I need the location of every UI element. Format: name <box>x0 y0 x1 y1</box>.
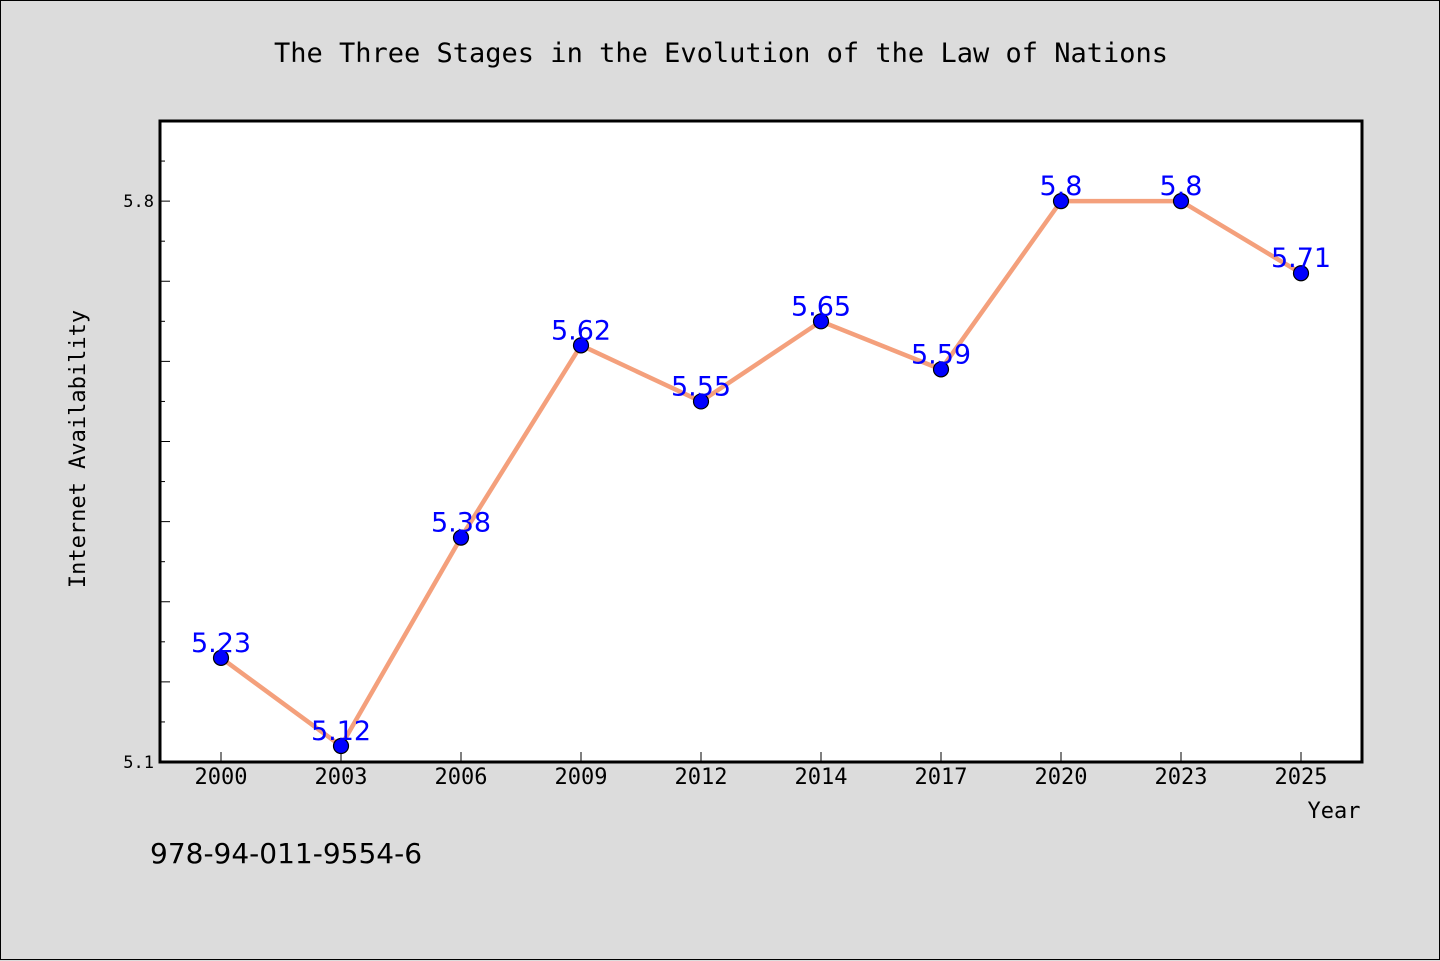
data-label: 5.38 <box>431 508 491 539</box>
data-point <box>1172 193 1190 210</box>
plot-border <box>158 119 1364 764</box>
y-tick-label: 5.1 <box>123 753 154 773</box>
data-label: 5.8 <box>1160 171 1203 202</box>
x-tick-label: 2003 <box>315 765 368 790</box>
x-tick-label: 2009 <box>555 765 608 790</box>
data-label: 5.71 <box>1271 243 1331 274</box>
x-tick-label: 2023 <box>1155 765 1208 790</box>
data-point <box>692 393 710 410</box>
x-tick-label: 2020 <box>1035 765 1088 790</box>
y-axis-label: Internet Availability <box>66 310 91 588</box>
x-tick-label: 2012 <box>675 765 728 790</box>
data-label: 5.23 <box>191 628 251 659</box>
y-axis-tick-labels: 5.1 5.8 <box>123 192 154 773</box>
chart-title: The Three Stages in the Evolution of the… <box>274 38 1168 69</box>
x-axis-ticks <box>220 752 1302 762</box>
x-tick-label: 2017 <box>915 765 968 790</box>
data-point <box>932 361 950 378</box>
data-point <box>572 337 590 354</box>
x-tick-label: 2006 <box>435 765 488 790</box>
data-markers <box>212 193 1310 755</box>
data-label: 5.12 <box>311 716 371 747</box>
data-point <box>1292 265 1310 282</box>
x-axis-label: Year <box>1308 799 1361 824</box>
y-tick-label: 5.8 <box>123 192 154 212</box>
footer-code: 978-94-011-9554-6 <box>150 837 422 870</box>
series-line <box>219 198 1303 749</box>
data-point <box>812 313 830 330</box>
x-tick-label: 2014 <box>795 765 848 790</box>
x-tick-label: 2000 <box>195 765 248 790</box>
data-point <box>452 529 470 546</box>
data-label: 5.8 <box>1040 171 1083 202</box>
data-point <box>212 649 230 666</box>
data-label: 5.55 <box>671 371 731 402</box>
data-point <box>1052 193 1070 210</box>
data-label: 5.59 <box>911 339 971 370</box>
x-axis-tick-labels: 2000 2003 2006 2009 2012 2014 2017 2020 2023 2025 <box>195 765 1328 790</box>
data-labels: 5.23 5.12 5.38 5.62 5.55 5.65 5.59 5.8 5.8 5.71 <box>191 171 1331 747</box>
data-label: 5.62 <box>551 315 611 346</box>
data-point <box>332 737 350 755</box>
plot-area <box>160 121 1362 762</box>
data-label: 5.65 <box>791 291 851 322</box>
x-tick-label: 2025 <box>1275 765 1328 790</box>
